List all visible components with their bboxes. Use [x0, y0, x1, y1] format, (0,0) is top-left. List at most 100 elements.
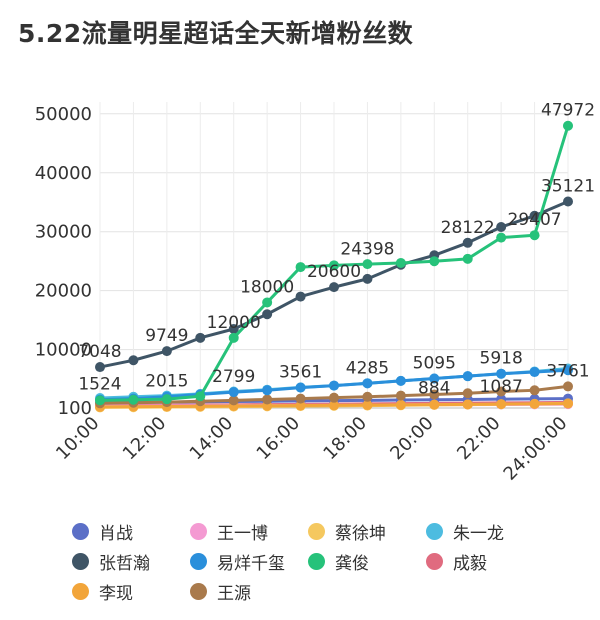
data-point	[262, 394, 273, 405]
data-point	[563, 398, 573, 409]
grid	[99, 102, 569, 409]
data-label: 5918	[480, 349, 523, 369]
legend-swatch	[426, 522, 443, 540]
data-point	[429, 256, 440, 267]
data-point	[462, 388, 473, 399]
data-label: 4285	[346, 358, 389, 378]
legend-swatch	[72, 522, 89, 540]
data-labels: 884 7048 9749 12000 24398 28122 35121 1524 2015 2…	[78, 101, 595, 399]
data-point	[362, 378, 373, 389]
x-tick-label: 16:00	[253, 413, 305, 465]
data-point	[262, 385, 273, 396]
legend-swatch	[426, 552, 443, 570]
data-point	[95, 362, 105, 373]
data-label: 47972	[541, 101, 595, 121]
legend-item[interactable]: 肖战	[72, 520, 190, 544]
x-tick-label: 10:00	[52, 413, 104, 465]
x-tick-label: 12:00	[119, 413, 171, 465]
y-axis: 100 10000 20000 30000 40000 50000	[35, 104, 92, 419]
legend-label: 蔡徐坤	[335, 523, 386, 544]
legend-item[interactable]: 成毅	[426, 550, 544, 574]
data-point	[563, 196, 573, 207]
data-label: 20600	[307, 262, 361, 282]
legend-item[interactable]: 王源	[190, 580, 308, 604]
data-point	[329, 282, 339, 293]
data-label: 1087	[480, 377, 523, 397]
legend-swatch	[190, 522, 207, 540]
data-point	[295, 291, 306, 302]
data-point	[462, 237, 473, 248]
data-point	[362, 391, 373, 402]
x-tick-label: 18:00	[319, 413, 371, 465]
legend-label: 肖战	[99, 523, 133, 544]
data-label: 3761	[546, 361, 589, 381]
data-label: 2015	[145, 372, 188, 392]
data-point	[563, 381, 573, 392]
data-point	[362, 259, 373, 270]
data-point	[462, 253, 473, 264]
data-point	[429, 399, 440, 410]
y-tick-label: 100	[58, 398, 92, 419]
legend-item[interactable]: 朱一龙	[426, 520, 544, 544]
data-point	[362, 400, 373, 411]
x-tick-label: 24:00:00	[500, 413, 572, 485]
data-point	[295, 382, 306, 393]
data-label: 24398	[340, 240, 394, 260]
legend-item[interactable]: 易烊千玺	[190, 550, 308, 574]
legend-swatch	[72, 552, 89, 570]
legend-item[interactable]: 龚俊	[308, 550, 426, 574]
data-point	[429, 389, 440, 400]
data-label: 5095	[413, 354, 456, 374]
data-point	[362, 273, 373, 284]
data-point	[95, 395, 105, 406]
data-point	[529, 210, 540, 221]
legend-label: 李现	[99, 583, 133, 604]
data-point	[228, 387, 239, 398]
x-tick-label: 14:00	[186, 413, 238, 465]
data-point	[395, 399, 406, 410]
data-point	[295, 262, 306, 273]
data-point	[195, 332, 206, 343]
data-point	[295, 393, 306, 404]
data-label: 18000	[240, 277, 294, 297]
data-label: 3561	[279, 363, 322, 383]
legend-item[interactable]: 王一博	[190, 520, 308, 544]
data-point	[496, 221, 507, 232]
legend: 肖战 王一博 蔡徐坤 朱一龙张哲瀚 易烊千玺 龚俊 成毅李现 王源	[72, 520, 572, 604]
data-point	[329, 260, 339, 271]
y-tick-label: 20000	[35, 281, 92, 302]
data-point	[496, 386, 507, 397]
data-point	[429, 373, 440, 384]
legend-label: 张哲瀚	[99, 553, 150, 574]
legend-label: 朱一龙	[453, 523, 504, 544]
legend-item[interactable]: 张哲瀚	[72, 550, 190, 574]
legend-label: 王源	[217, 583, 251, 604]
data-point	[262, 297, 273, 308]
data-point	[462, 399, 473, 410]
data-point	[395, 375, 406, 386]
y-tick-label: 10000	[35, 340, 92, 361]
data-point	[329, 392, 339, 403]
x-tick-label: 20:00	[386, 413, 438, 465]
data-label: 28122	[441, 218, 495, 238]
data-point	[395, 390, 406, 401]
legend-item[interactable]: 蔡徐坤	[308, 520, 426, 544]
y-tick-label: 30000	[35, 222, 92, 243]
chart-title: 5.22流量明星超话全天新增粉丝数	[18, 19, 414, 48]
data-point	[195, 391, 206, 402]
series-group	[95, 120, 573, 413]
data-label: 12000	[207, 313, 261, 333]
data-point	[295, 400, 306, 411]
data-label: 2799	[212, 367, 255, 387]
legend-swatch	[72, 582, 89, 600]
legend-label: 易烊千玺	[217, 553, 285, 574]
data-point	[128, 355, 139, 366]
legend-swatch	[190, 582, 207, 600]
data-point	[329, 380, 339, 391]
x-axis: 10:00 12:00 14:00 16:00 18:00 20:00 22:0024:00…	[52, 407, 572, 485]
legend-swatch	[308, 552, 325, 570]
data-label: 7048	[78, 342, 121, 362]
legend-label: 王一博	[217, 523, 268, 544]
legend-item[interactable]: 李现	[72, 580, 190, 604]
data-point	[563, 365, 573, 376]
